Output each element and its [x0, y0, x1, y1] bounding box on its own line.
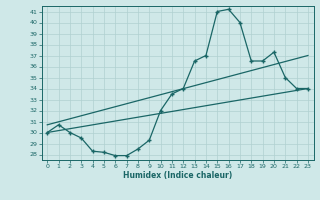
X-axis label: Humidex (Indice chaleur): Humidex (Indice chaleur): [123, 171, 232, 180]
